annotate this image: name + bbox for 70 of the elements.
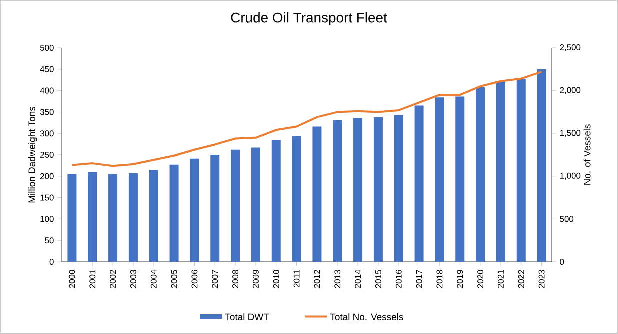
bar [354,118,363,262]
y-tick-label: 400 [40,88,54,94]
x-tick-label: 2015 [375,270,382,288]
y-tick-label: 300 [40,130,54,137]
legend-label: Total DWT [225,314,270,320]
x-tick-label: 2014 [355,270,362,288]
y-tick-label: 450 [40,66,54,72]
bar [128,173,138,262]
bar [231,150,240,262]
x-tick-label: 2001 [90,270,96,288]
x-tick-label: 2003 [130,270,136,288]
x-tick-label: 2020 [478,270,484,288]
bar [190,158,200,262]
bar [272,140,281,262]
bar [435,98,444,262]
x-tick-label: 2000 [69,270,76,288]
bar [456,96,465,262]
chart-title: Crude Oil Transport Fleet [231,12,388,26]
bar [88,172,98,262]
y2-axis-title: No. of Vessels [584,124,591,185]
y2-tick-label: 2,500 [560,44,581,52]
y-tick-label: 500 [40,45,54,51]
bar [516,78,526,262]
x-tick-label: 2010 [273,270,280,288]
y-axis-title: Million Dadweight Tons [28,106,38,203]
bar [537,69,546,262]
x-tick-label: 2004 [150,270,157,288]
bar [210,155,220,262]
bar [68,174,77,262]
x-tick-label: 2021 [498,270,504,288]
y-tick-label: 50 [45,238,54,244]
bar [476,87,486,262]
x-tick-label: 2009 [252,270,259,288]
x-tick-label: 2022 [518,270,524,288]
bar [292,136,302,262]
bar [394,115,404,262]
x-tick-label: 2018 [436,270,443,288]
x-tick-label: 2006 [192,270,198,288]
y2-tick-label: 1,500 [560,130,581,138]
bar [333,120,342,262]
bar [170,164,179,262]
bar [149,170,158,262]
bar [108,174,118,262]
bar [251,148,260,262]
x-tick-label: 2008 [232,270,239,288]
y2-tick-label: 500 [560,216,574,222]
x-tick-label: 2016 [396,270,402,288]
bar [414,106,424,262]
bar [496,81,506,262]
y2-tick-label: 2,000 [560,87,581,94]
legend-label: Total No. Vessels [330,314,404,320]
y-tick-label: 150 [40,194,54,201]
y-tick-label: 0 [50,259,54,265]
y-tick-label: 100 [40,216,54,222]
x-tick-label: 2005 [171,270,178,288]
x-tick-label: 2023 [538,270,545,288]
x-tick-label: 2019 [457,270,464,288]
bar [374,117,383,262]
x-tick-label: 2007 [212,270,218,288]
x-tick-label: 2011 [294,270,300,288]
y2-tick-label: 1,000 [560,172,581,180]
x-tick-label: 2002 [110,270,116,288]
y-tick-label: 250 [40,152,54,158]
y-tick-label: 350 [40,109,54,116]
x-tick-label: 2012 [314,270,320,288]
y2-tick-label: 0 [560,259,564,265]
y-tick-label: 200 [40,173,54,180]
x-tick-label: 2013 [334,270,341,288]
x-tick-label: 2017 [416,270,422,288]
bar [312,126,322,262]
